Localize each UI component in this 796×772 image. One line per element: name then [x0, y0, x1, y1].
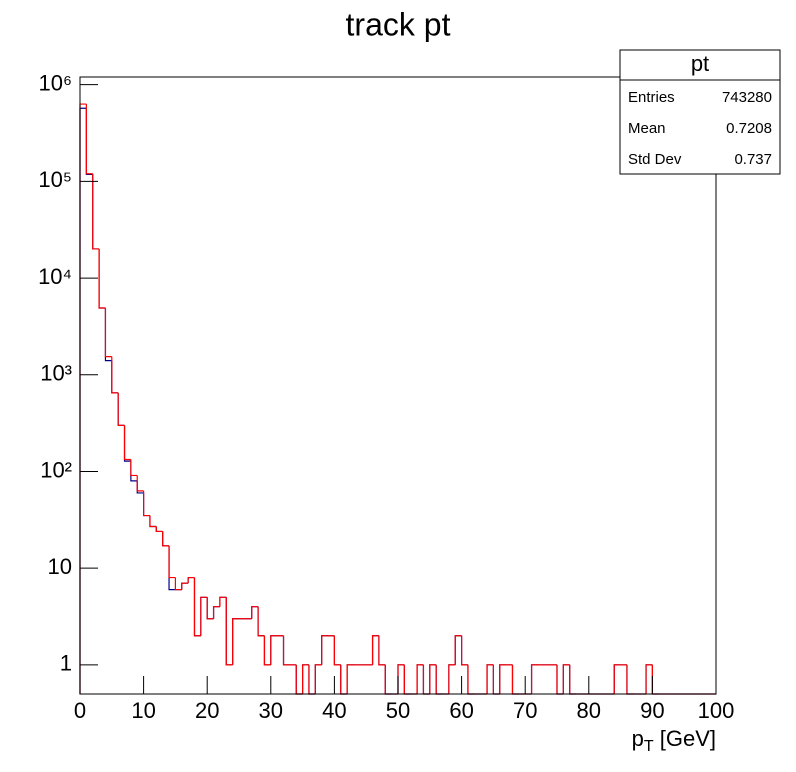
y-tick-label: 10⁵	[38, 167, 72, 192]
histogram-bin	[302, 664, 309, 694]
y-tick-label: 10²	[40, 457, 72, 482]
histogram-bin	[104, 308, 112, 358]
x-tick-label: 0	[74, 698, 86, 723]
histogram-bin	[162, 531, 170, 547]
x-label-sub: T	[644, 738, 654, 755]
histogram-bin	[219, 596, 227, 607]
x-tick-label: 50	[386, 698, 410, 723]
y-tick-label: 10	[48, 554, 72, 579]
histogram-bin	[562, 664, 570, 694]
histogram-bin	[200, 596, 208, 636]
histogram-bin	[174, 577, 182, 591]
stats-box: pt Entries 743280 Mean 0.7208 Std Dev 0.…	[619, 49, 781, 175]
x-tick-label: 30	[259, 698, 283, 723]
histogram-bin	[461, 635, 468, 666]
histogram-bin	[263, 635, 271, 666]
histogram-bin	[645, 664, 653, 694]
stats-frame	[619, 49, 781, 175]
histogram-bin	[225, 597, 233, 666]
x-tick-label: 60	[449, 698, 473, 723]
histogram-bin	[193, 577, 201, 637]
histogram-bin	[321, 635, 329, 665]
histogram-bin	[206, 597, 214, 620]
histogram-bin	[212, 606, 220, 619]
histogram-bin	[314, 664, 322, 694]
histogram-bin	[130, 459, 138, 477]
histogram-bin	[232, 618, 239, 665]
stats-value: 0.737	[734, 151, 772, 168]
stats-value: 743280	[722, 89, 772, 106]
stats-key: Entries	[628, 89, 675, 106]
x-tick-label: 40	[322, 698, 346, 723]
x-tick-label: 10	[131, 698, 155, 723]
x-tick-label: 80	[577, 698, 601, 723]
histogram-bin	[416, 664, 424, 694]
histogram-bin	[117, 392, 125, 426]
histogram-bin	[333, 635, 341, 666]
histogram-bin	[92, 173, 100, 250]
histogram-bin	[85, 104, 93, 175]
histogram-bin	[499, 664, 507, 694]
chart-title: track pt	[346, 6, 451, 42]
x-tick-label: 20	[195, 698, 219, 723]
histogram-bin	[136, 475, 144, 492]
histogram-bin	[378, 635, 386, 666]
histogram-bin	[251, 606, 259, 619]
histogram-bin	[155, 526, 163, 533]
x-label-base: p	[632, 726, 644, 751]
histogram-bin	[181, 582, 189, 590]
histogram-bin	[187, 576, 195, 584]
histogram-bin	[530, 664, 538, 694]
histogram-bin	[149, 515, 157, 528]
histogram-bin	[257, 606, 265, 637]
y-tick-label: 10⁶	[38, 70, 72, 95]
y-tick-label: 10³	[40, 361, 72, 386]
stats-key: Std Dev	[628, 151, 682, 168]
histogram-bin	[282, 635, 290, 666]
histogram-bin	[371, 635, 379, 665]
stats-value: 0.7208	[726, 120, 772, 137]
stats-key: Mean	[628, 120, 666, 137]
x-label-rest: [GeV]	[654, 726, 716, 751]
x-tick-label: 90	[640, 698, 664, 723]
histogram-bin	[486, 664, 494, 694]
x-axis-label: pT [GeV]	[632, 726, 716, 755]
x-tick-label: 70	[513, 698, 537, 723]
histogram-bin	[98, 248, 106, 309]
y-tick-label: 1	[60, 651, 72, 676]
histogram-bin	[143, 490, 150, 517]
histogram-bin	[454, 635, 462, 665]
histogram-bin	[448, 664, 456, 694]
histogram-bin	[168, 545, 176, 579]
histogram-bin	[346, 664, 354, 694]
stats-title: pt	[691, 51, 709, 76]
histogram-bin	[429, 664, 437, 694]
histogram-bin	[111, 356, 119, 394]
histogram-bin	[613, 664, 621, 694]
histogram-bin	[123, 425, 131, 461]
y-tick-label: 10⁴	[38, 264, 72, 289]
x-tick-label: 100	[698, 698, 735, 723]
histogram-bin	[270, 635, 278, 665]
